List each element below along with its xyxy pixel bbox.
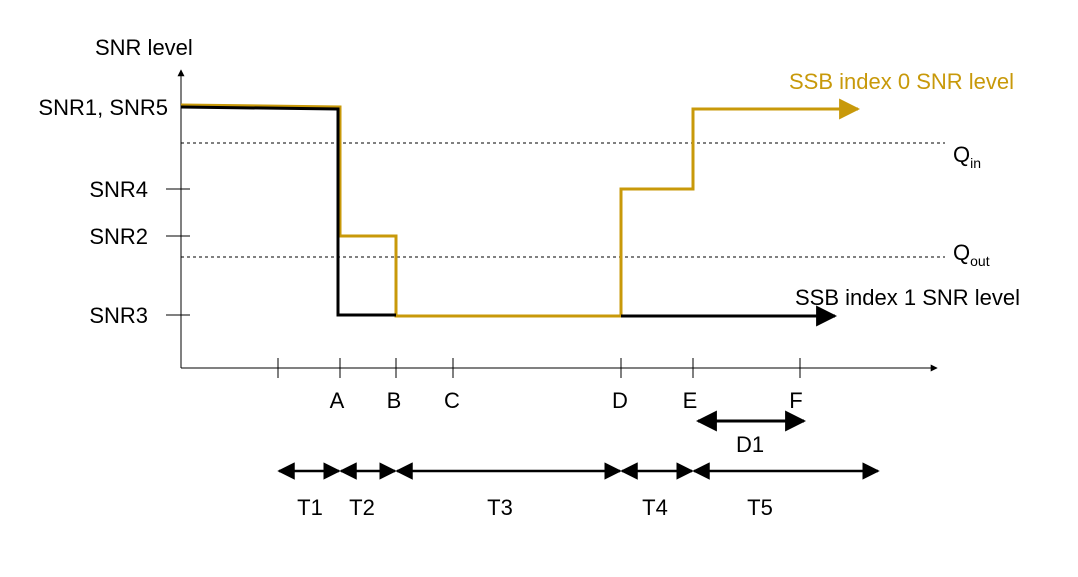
series-label-ssb-index-0: SSB index 0 SNR level xyxy=(789,69,1014,94)
interval-label-t3: T3 xyxy=(487,495,513,520)
threshold-qin-label: Qin xyxy=(953,142,981,171)
y-axis-title: SNR level xyxy=(95,35,193,60)
interval-label-t4: T4 xyxy=(642,495,668,520)
x-point-label-d: D xyxy=(612,388,628,413)
x-point-label-e: E xyxy=(683,388,698,413)
series-label-ssb-index-1: SSB index 1 SNR level xyxy=(795,285,1020,310)
y-level-label-snr4: SNR4 xyxy=(89,177,148,202)
ssb-index-0-snr-trace xyxy=(180,98,861,318)
ssb-index-1-snr-trace xyxy=(180,105,396,317)
x-point-label-f: F xyxy=(789,388,802,413)
x-point-label-a: A xyxy=(330,388,345,413)
y-level-label-snr2: SNR2 xyxy=(89,224,148,249)
x-point-label-b: B xyxy=(387,388,402,413)
threshold-qout-label: Qout xyxy=(953,240,990,269)
duration-d1-label: D1 xyxy=(736,432,764,457)
y-level-label-snr1-snr5: SNR1, SNR5 xyxy=(38,95,168,120)
y-level-label-snr3: SNR3 xyxy=(89,303,148,328)
interval-label-t5: T5 xyxy=(747,495,773,520)
x-point-label-c: C xyxy=(444,388,460,413)
interval-label-t1: T1 xyxy=(297,495,323,520)
interval-label-t2: T2 xyxy=(349,495,375,520)
